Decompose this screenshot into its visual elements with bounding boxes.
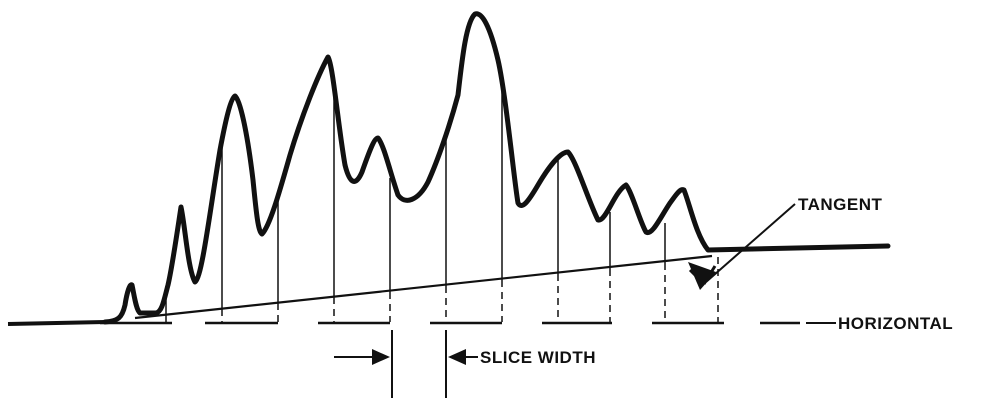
baseline-lead-in [7,320,106,326]
tangent-arrowhead-fill [688,262,716,290]
slice-width-label: SLICE WIDTH [480,348,596,367]
slice-lines [165,74,666,315]
tangent-line [134,254,713,320]
slice-width-arrow-right-head [448,349,466,365]
horizontal-label: HORIZONTAL [838,314,953,333]
tangent-leader-line [705,203,796,283]
slice-width-arrow-left-head [372,349,390,365]
slice-dashed-lines [165,257,719,322]
tangent-label: TANGENT [798,195,883,214]
chromatogram-trace [102,11,891,325]
